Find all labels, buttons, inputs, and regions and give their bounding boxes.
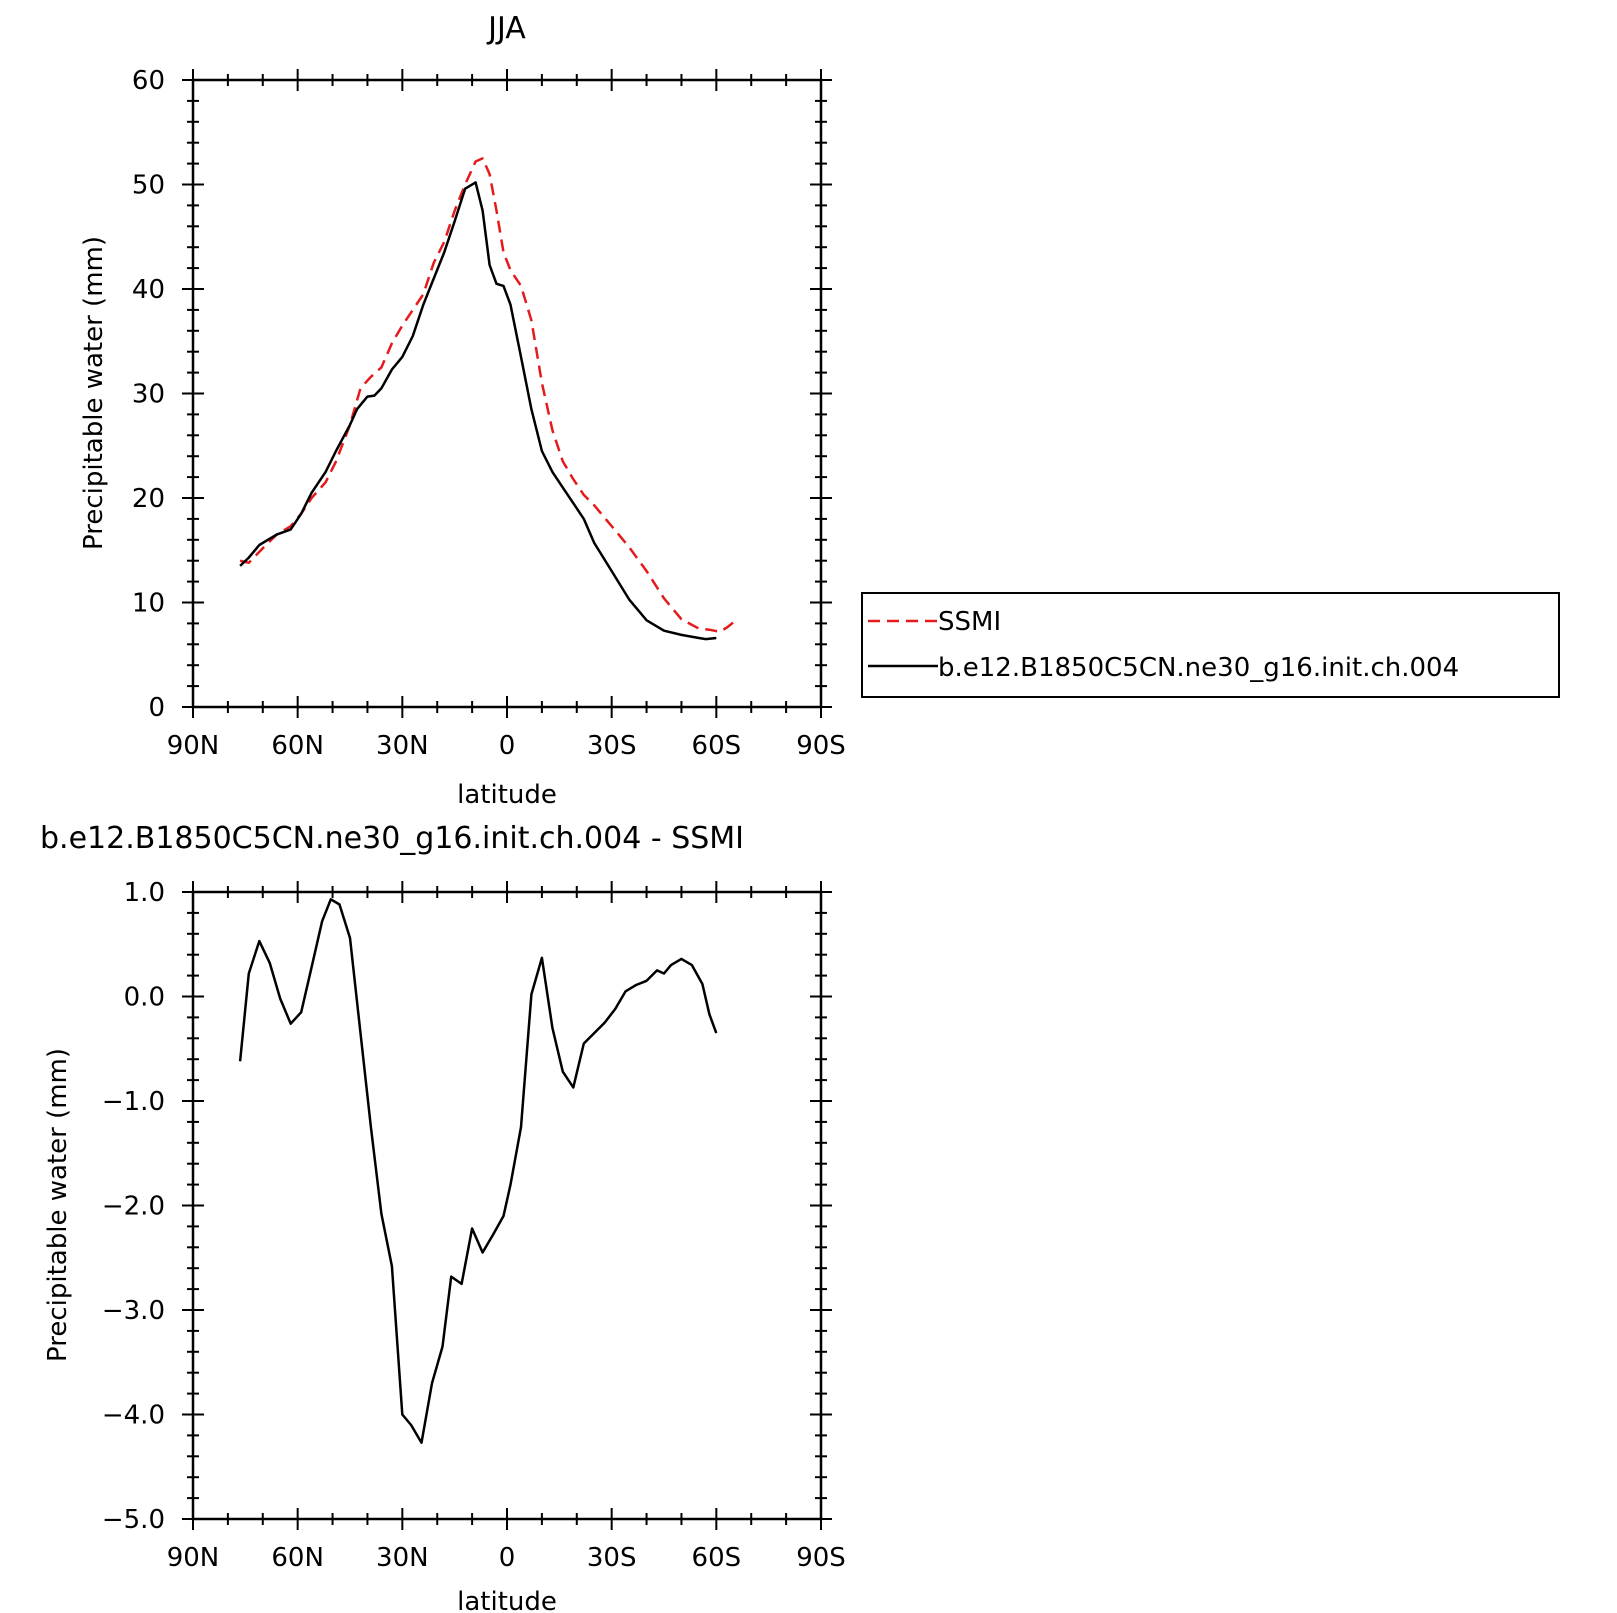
bottom-panel-x-tick-label: 60N — [271, 1543, 324, 1573]
top-panel-y-tick-label: 20 — [132, 484, 165, 514]
bottom-panel-x-tick-label: 30N — [376, 1543, 429, 1573]
bottom-panel-y-tick-label: −5.0 — [102, 1505, 165, 1535]
top-panel-x-tick-label: 0 — [499, 731, 516, 761]
bottom-panel-frame — [191, 890, 823, 1521]
bottom-panel-series — [238, 898, 718, 1444]
bottom-panel-x-tick-label: 90S — [796, 1543, 846, 1573]
top-panel-series-line-0 — [239, 157, 739, 634]
top-panel-x-tick-label: 60N — [271, 731, 324, 761]
bottom-panel-x-tick-label: 60S — [692, 1543, 742, 1573]
bottom-panel-x-axis-label: latitude — [457, 1587, 557, 1613]
top-panel-x-tick-label: 90N — [167, 731, 220, 761]
legend-box — [861, 592, 1560, 698]
bottom-panel-y-tick-label: 0.0 — [124, 983, 165, 1013]
top-panel-y-axis-label: Precipitable water (mm) — [79, 236, 109, 550]
top-panel-y-tick-label: 50 — [132, 171, 165, 201]
top-panel: JJA 90N 60N 30N 0 30S 60S 90S 0 10 20 30 40 50 60 lat… — [79, 11, 846, 810]
bottom-panel: b.e12.B1850C5CN.ne30_g16.init.ch.004 - S… — [40, 821, 846, 1613]
top-panel-y-tick-label: 10 — [132, 589, 165, 619]
top-panel-series-line-1 — [239, 181, 717, 641]
top-panel-x-tick-label: 90S — [796, 731, 846, 761]
top-panel-tick-labels: 90N 60N 30N 0 30S 60S 90S 0 10 20 30 40 50 60 — [132, 66, 846, 761]
bottom-panel-series-line-0 — [238, 898, 718, 1444]
top-panel-ticks — [182, 69, 832, 718]
bottom-panel-y-tick-label: 1.0 — [124, 878, 165, 908]
top-panel-x-tick-label: 30S — [587, 731, 637, 761]
top-panel-x-tick-label: 60S — [692, 731, 742, 761]
bottom-panel-tick-labels: 90N 60N 30N 0 30S 60S 90S −5.0 −4.0 −3.0 −2.0 −1.0 0… — [102, 878, 846, 1573]
top-panel-y-tick-label: 0 — [148, 693, 165, 723]
bottom-panel-y-tick-label: −1.0 — [102, 1087, 165, 1117]
bottom-panel-x-tick-label: 0 — [499, 1543, 516, 1573]
bottom-panel-y-axis-label: Precipitable water (mm) — [43, 1048, 73, 1362]
legend-label-ssmi: SSMI — [938, 607, 1001, 637]
top-panel-x-axis-label: latitude — [457, 780, 557, 810]
top-panel-y-tick-label: 60 — [132, 66, 165, 96]
bottom-panel-y-tick-label: −2.0 — [102, 1192, 165, 1222]
legend: SSMI b.e12.B1850C5CN.ne30_g16.init.ch.00… — [861, 592, 1560, 698]
top-panel-title: JJA — [486, 11, 526, 46]
bottom-panel-y-tick-label: −4.0 — [102, 1401, 165, 1431]
legend-label-model: b.e12.B1850C5CN.ne30_g16.init.ch.004 — [938, 653, 1459, 683]
top-panel-y-tick-label: 30 — [132, 380, 165, 410]
bottom-panel-y-tick-label: −3.0 — [102, 1296, 165, 1326]
bottom-panel-x-tick-label: 30S — [587, 1543, 637, 1573]
bottom-panel-title: b.e12.B1850C5CN.ne30_g16.init.ch.004 - S… — [40, 821, 744, 856]
bottom-panel-x-tick-label: 90N — [167, 1543, 220, 1573]
top-panel-x-tick-label: 30N — [376, 731, 429, 761]
top-panel-series — [239, 157, 739, 641]
top-panel-frame — [191, 78, 823, 709]
top-panel-y-tick-label: 40 — [132, 275, 165, 305]
